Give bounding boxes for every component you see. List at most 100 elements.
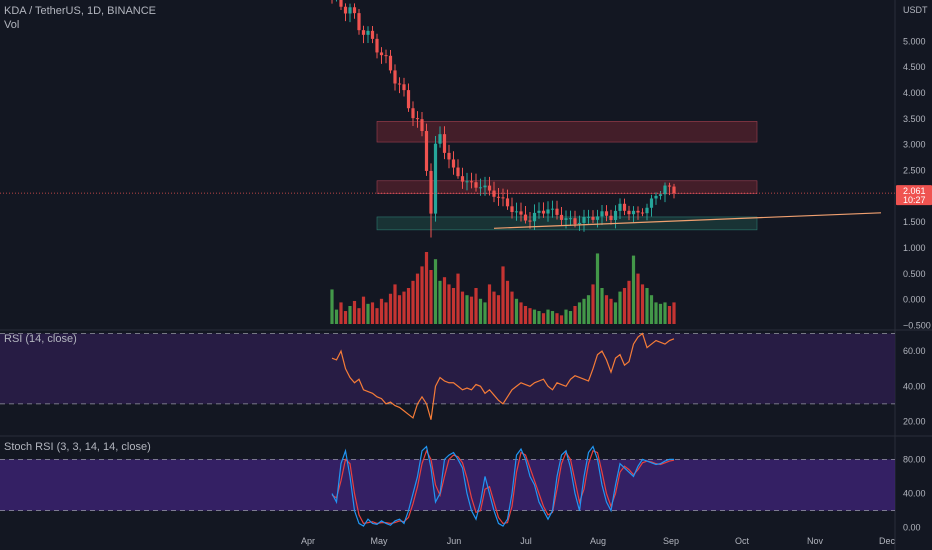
candle-body [416, 118, 419, 119]
volume-bar [528, 308, 531, 324]
candle-body [555, 209, 558, 215]
candle-body [465, 181, 468, 182]
volume-bar [429, 270, 432, 324]
price-tick-label: 1.000 [903, 243, 926, 253]
candle-body [627, 211, 630, 214]
volume-bar [389, 294, 392, 324]
candle-body [551, 209, 554, 210]
volume-bar [411, 281, 414, 324]
volume-bar [483, 302, 486, 324]
volume-bar [573, 306, 576, 324]
candle-body [537, 211, 540, 213]
volume-bar [366, 304, 369, 324]
candle-body [425, 131, 428, 171]
volume-bar [425, 252, 428, 324]
candle-body [375, 39, 378, 53]
candle-body [672, 187, 675, 194]
volume-bar [375, 308, 378, 324]
volume-bar [488, 284, 491, 324]
candle-body [371, 31, 374, 39]
rsi-tick-label: 40.00 [903, 381, 926, 391]
volume-bar [335, 310, 338, 324]
volume-bar [492, 292, 495, 324]
price-tick-label: 0.000 [903, 295, 926, 305]
candle-body [641, 213, 644, 214]
candle-body [582, 217, 585, 223]
candle-body [452, 159, 455, 167]
volume-bar [654, 302, 657, 324]
volume-bar [533, 310, 536, 324]
volume-bar [416, 274, 419, 324]
countdown-label: 10:27 [903, 195, 926, 205]
candle-body [389, 56, 392, 71]
resistance-zone[interactable] [377, 121, 757, 142]
candle-body [587, 217, 590, 218]
price-tick-label: 5.000 [903, 36, 926, 46]
volume-bar [641, 284, 644, 324]
candle-body [668, 186, 671, 187]
volume-bar [447, 284, 450, 324]
candle-body [384, 55, 387, 56]
volume-bar [371, 302, 374, 324]
candle-body [623, 204, 626, 211]
candle-body [636, 211, 639, 213]
volume-bar [384, 302, 387, 324]
candle-body [645, 208, 648, 213]
volume-bar [659, 304, 662, 324]
volume-bar [461, 292, 464, 324]
candle-body [591, 217, 594, 220]
volume-bar [353, 301, 356, 324]
volume-bar [452, 288, 455, 324]
volume-bar [632, 256, 635, 324]
volume-bar [344, 311, 347, 324]
candle-body [420, 119, 423, 131]
volume-bar [519, 302, 522, 324]
candle-body [542, 211, 545, 214]
volume-bar [362, 297, 365, 324]
candle-body [407, 90, 410, 108]
candle-body [411, 108, 414, 118]
volume-bar [537, 311, 540, 324]
volume-bar [555, 313, 558, 324]
candle-body [438, 134, 441, 144]
symbol-legend[interactable]: KDA / TetherUS, 1D, BINANCE [4, 5, 156, 17]
candle-body [533, 213, 536, 221]
candle-body [506, 198, 509, 206]
candle-body [519, 211, 522, 214]
time-tick-label: May [370, 536, 388, 546]
volume-bar [645, 288, 648, 324]
candle-body [654, 196, 657, 199]
stoch-rsi-tick-label: 40.00 [903, 489, 926, 499]
volume-bar [402, 292, 405, 324]
candle-body [497, 197, 500, 198]
volume-bar [546, 310, 549, 324]
volume-bar [609, 299, 612, 324]
candle-body [366, 31, 369, 35]
volume-bar [438, 281, 441, 324]
candle-body [488, 186, 491, 191]
candle-body [456, 168, 459, 177]
volume-bar [348, 306, 351, 324]
price-tick-label: 3.000 [903, 140, 926, 150]
volume-bar [596, 253, 599, 324]
candle-body [474, 182, 477, 187]
candle-body [429, 171, 432, 214]
volume-bar [330, 289, 333, 324]
candle-body [510, 206, 513, 212]
volume-bar [551, 311, 554, 324]
volume-legend[interactable]: Vol [4, 19, 19, 31]
price-tick-label: 4.000 [903, 88, 926, 98]
rsi-legend[interactable]: RSI (14, close) [4, 333, 77, 345]
volume-bar [569, 311, 572, 324]
candle-body [524, 215, 527, 221]
volume-bar [407, 288, 410, 324]
volume-bars [330, 252, 675, 324]
price-tick-label: 4.500 [903, 62, 926, 72]
candle-body [618, 204, 621, 211]
candle-body [344, 7, 347, 14]
stoch-rsi-legend[interactable]: Stoch RSI (3, 3, 14, 14, close) [4, 441, 151, 453]
volume-bar [465, 295, 468, 324]
volume-bar [605, 295, 608, 324]
candle-body [470, 181, 473, 182]
